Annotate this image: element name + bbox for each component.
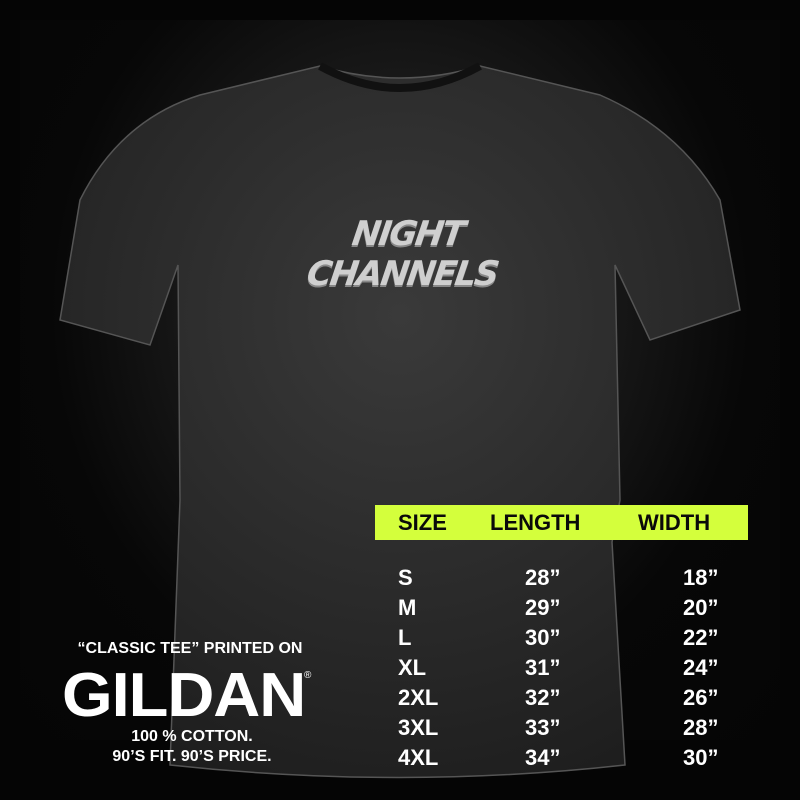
size-cell: L bbox=[398, 625, 412, 650]
size-cell: XL bbox=[398, 655, 427, 680]
width-cell: 28” bbox=[683, 715, 719, 740]
promo-line3: 90’S FIT. 90’S PRICE. bbox=[112, 748, 272, 765]
size-row: 4XL 34” 30” bbox=[0, 745, 800, 775]
width-cell: 18” bbox=[683, 565, 719, 590]
header-length: LENGTH bbox=[490, 510, 581, 535]
size-row: XL 31” 24” bbox=[0, 655, 800, 685]
width-cell: 22” bbox=[683, 625, 719, 650]
width-cell: 20” bbox=[683, 595, 719, 620]
length-cell: 29” bbox=[525, 595, 561, 620]
length-cell: 32” bbox=[525, 685, 561, 710]
header-size: SIZE bbox=[398, 510, 447, 535]
size-row: M 29” 20” bbox=[0, 595, 800, 625]
size-cell: 3XL bbox=[398, 715, 439, 740]
size-cell: 2XL bbox=[398, 685, 439, 710]
size-chart-header bbox=[375, 505, 748, 540]
promo-line2: 100 % COTTON. bbox=[131, 728, 253, 745]
length-cell: 28” bbox=[525, 565, 561, 590]
size-row: 2XL 32” 26” bbox=[0, 685, 800, 715]
size-row: 3XL 33” 28” bbox=[0, 715, 800, 745]
promo-line1: “CLASSIC TEE” PRINTED ON bbox=[77, 640, 303, 657]
brand-logo: NIGHT CHANNELS bbox=[304, 214, 500, 294]
length-cell: 33” bbox=[525, 715, 561, 740]
header-width: WIDTH bbox=[638, 510, 711, 535]
width-cell: 30” bbox=[683, 745, 719, 770]
length-cell: 30” bbox=[525, 625, 561, 650]
size-row: S 28” 18” bbox=[0, 565, 800, 595]
size-cell: S bbox=[398, 565, 413, 590]
width-cell: 26” bbox=[683, 685, 719, 710]
length-cell: 31” bbox=[525, 655, 561, 680]
gildan-logo: GILDAN bbox=[62, 661, 306, 730]
size-row: L 30” 22” bbox=[0, 625, 800, 655]
size-cell: 4XL bbox=[398, 745, 439, 770]
width-cell: 24” bbox=[683, 655, 719, 680]
size-cell: M bbox=[398, 595, 417, 620]
registered-mark: ® bbox=[304, 670, 312, 681]
length-cell: 34” bbox=[525, 745, 561, 770]
